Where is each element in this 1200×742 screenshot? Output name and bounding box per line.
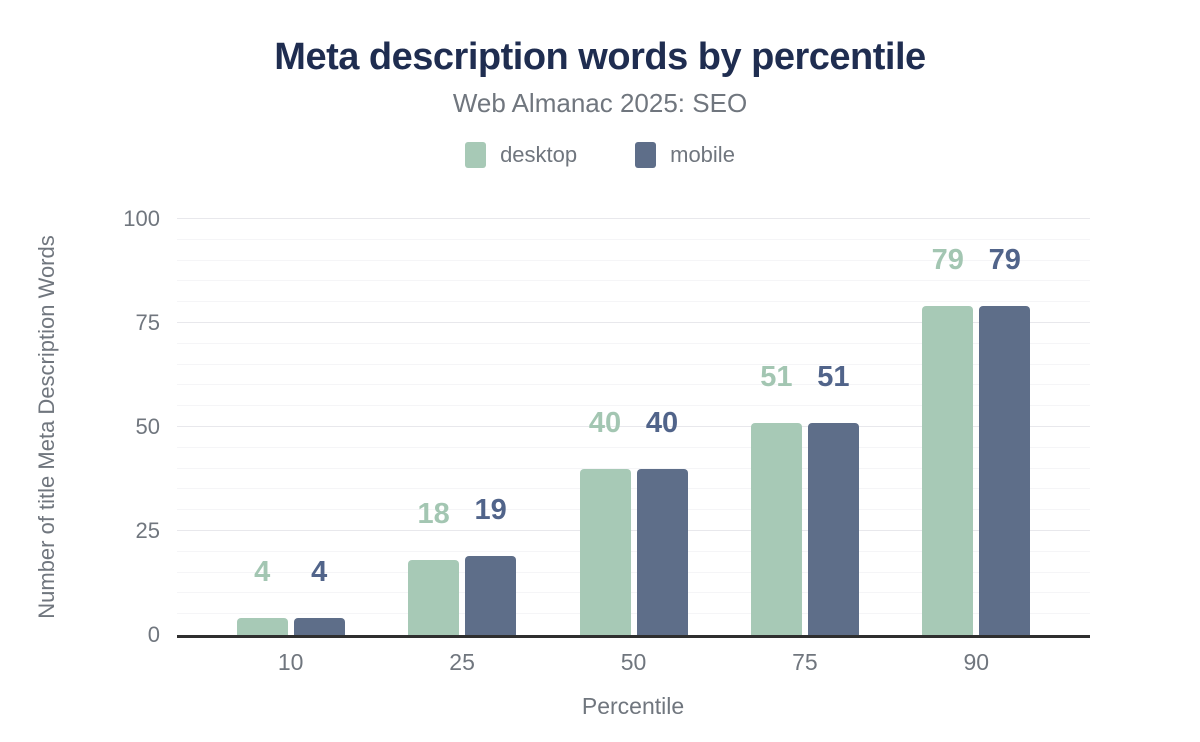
- desktop-swatch-icon: [465, 142, 487, 168]
- minor-gridline-80: [177, 301, 1090, 303]
- y-axis-title: Number of title Meta Description Words: [34, 235, 59, 619]
- minor-gridline-30: [177, 509, 1090, 511]
- major-gridline-75: [177, 322, 1090, 323]
- y-tick-25: 25: [135, 518, 160, 543]
- minor-gridline-40: [177, 467, 1090, 469]
- x-tick-75: 75: [792, 649, 818, 675]
- value-label-mobile-p25: 19: [474, 493, 507, 526]
- y-tick-0: 0: [147, 622, 160, 647]
- minor-gridline-65: [177, 363, 1090, 365]
- y-tick-75: 75: [135, 310, 160, 335]
- bar-mobile-p50: [636, 468, 688, 635]
- value-label-desktop-p25: 18: [417, 498, 450, 531]
- chart-title: Meta description words by percentile: [274, 36, 926, 78]
- y-tick-50: 50: [135, 414, 160, 439]
- x-tick-90: 90: [963, 649, 990, 675]
- minor-gridline-5: [177, 613, 1090, 615]
- value-label-mobile-p50: 40: [645, 406, 679, 439]
- x-tick-25: 25: [449, 649, 475, 675]
- value-label-mobile-p10: 4: [311, 556, 328, 589]
- legend-item-desktop: desktop: [465, 142, 577, 168]
- minor-gridline-20: [177, 550, 1090, 552]
- bar-mobile-p25: [465, 555, 517, 635]
- mobile-swatch-icon: [635, 142, 657, 168]
- bar-desktop-p90: [922, 306, 974, 635]
- minor-gridline-60: [177, 384, 1090, 386]
- value-label-desktop-p50: 40: [588, 406, 622, 439]
- minor-gridline-70: [177, 342, 1090, 344]
- minor-gridline-85: [177, 280, 1090, 282]
- minor-gridline-10: [177, 592, 1090, 594]
- legend: desktop mobile: [0, 142, 1200, 168]
- value-label-mobile-p90: 79: [988, 244, 1021, 277]
- minor-gridline-55: [177, 405, 1090, 407]
- legend-label-mobile: mobile: [670, 142, 735, 167]
- value-label-desktop-p10: 4: [254, 556, 271, 589]
- minor-gridline-45: [177, 446, 1090, 448]
- legend-item-mobile: mobile: [635, 142, 735, 168]
- x-axis-title: Percentile: [581, 693, 685, 719]
- bar-desktop-p50: [579, 468, 631, 635]
- y-tick-100: 100: [123, 206, 160, 231]
- minor-gridline-35: [177, 488, 1090, 490]
- value-label-desktop-p90: 79: [931, 244, 964, 277]
- minor-gridline-95: [177, 238, 1090, 240]
- plot-area: 0 25 50 75 100 4 4 10 18 19 25 40 40 50 51 51 75 79 79 90: [123, 208, 1090, 675]
- bar-desktop-p75: [750, 422, 802, 635]
- bar-mobile-p90: [979, 306, 1031, 635]
- bar-desktop-p10: [236, 618, 288, 635]
- x-tick-10: 10: [277, 649, 304, 675]
- major-gridline-100: [177, 218, 1090, 219]
- chart-subtitle: Web Almanac 2025: SEO: [452, 88, 748, 118]
- major-gridline-50: [177, 426, 1090, 427]
- x-tick-50: 50: [620, 649, 647, 675]
- bar-mobile-p75: [807, 422, 859, 635]
- bar-desktop-p25: [408, 560, 460, 635]
- value-label-mobile-p75: 51: [817, 360, 850, 393]
- minor-gridline-15: [177, 571, 1090, 573]
- legend-label-desktop: desktop: [500, 142, 578, 167]
- major-gridline-25: [177, 530, 1090, 531]
- minor-gridline-90: [177, 259, 1090, 261]
- value-label-desktop-p75: 51: [760, 360, 793, 393]
- bar-mobile-p10: [293, 618, 345, 635]
